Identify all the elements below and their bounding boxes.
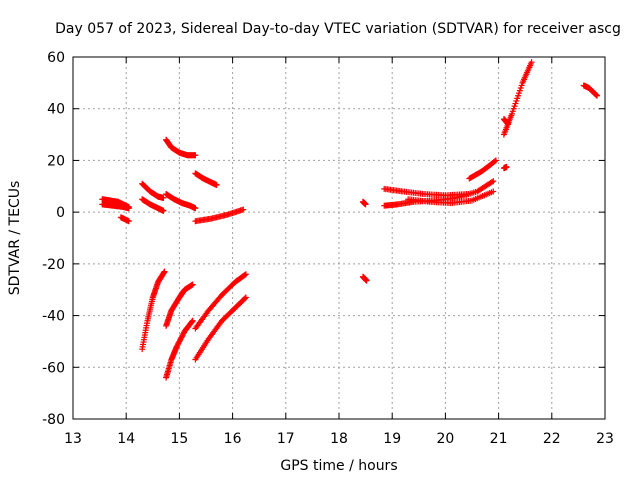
y-tick-label: 20 xyxy=(47,153,65,169)
data-point xyxy=(594,92,601,99)
data-series-segment xyxy=(139,180,167,201)
data-point xyxy=(488,178,495,185)
data-series-segment xyxy=(359,198,369,208)
data-series-segment xyxy=(163,136,199,159)
data-series-segment xyxy=(192,271,249,332)
data-point xyxy=(160,194,167,201)
x-tick-label: 20 xyxy=(436,431,454,447)
axis-ticks xyxy=(72,56,606,420)
y-tick-label: 0 xyxy=(56,205,65,221)
data-point xyxy=(362,201,369,208)
data-series-segment xyxy=(163,281,196,329)
y-tick-labels: -80 -60 -40 -20 0 20 40 60 xyxy=(42,50,65,428)
x-tick-labels: 13 14 15 16 17 18 19 20 21 22 23 xyxy=(64,431,614,447)
y-tick-label: -20 xyxy=(42,257,65,273)
grid-lines xyxy=(73,57,605,419)
data-series-segment xyxy=(580,82,601,99)
y-tick-label: 40 xyxy=(47,102,65,118)
data-series-segment xyxy=(466,157,499,182)
x-tick-label: 22 xyxy=(543,431,561,447)
data-point xyxy=(593,92,600,99)
data-point xyxy=(505,121,512,128)
data-series-segment xyxy=(163,317,196,381)
data-series-segment xyxy=(500,116,512,128)
data-point xyxy=(490,188,497,195)
data-point xyxy=(492,157,499,164)
data-series-segment xyxy=(405,188,497,207)
data-point xyxy=(528,59,535,66)
x-tick-label: 15 xyxy=(170,431,188,447)
x-tick-label: 23 xyxy=(596,431,614,447)
data-point xyxy=(491,158,498,165)
data-series-segment xyxy=(192,170,220,188)
x-tick-label: 18 xyxy=(330,431,348,447)
data-point xyxy=(242,271,249,278)
data-point xyxy=(592,91,599,98)
data-series-segment xyxy=(139,196,167,214)
y-tick-label: -80 xyxy=(42,412,65,428)
data-point xyxy=(363,277,370,284)
data-point xyxy=(192,152,199,159)
data-point xyxy=(189,317,196,324)
y-tick-label: 60 xyxy=(47,50,65,66)
y-tick-label: -40 xyxy=(42,309,65,325)
data-point xyxy=(240,206,247,213)
data-point xyxy=(125,218,132,225)
data-point xyxy=(192,205,199,212)
x-tick-label: 17 xyxy=(277,431,295,447)
data-series-segment xyxy=(163,191,199,212)
x-tick-label: 14 xyxy=(117,431,135,447)
data-point xyxy=(189,281,196,288)
x-tick-label: 13 xyxy=(64,431,82,447)
data-series-segment xyxy=(500,59,535,138)
x-tick-label: 16 xyxy=(224,431,242,447)
data-point xyxy=(213,181,220,188)
data-point xyxy=(242,294,249,301)
data-series-segment xyxy=(139,268,168,353)
data-point xyxy=(503,163,510,170)
data-series-segment xyxy=(500,163,510,172)
data-point xyxy=(125,205,132,212)
data-point xyxy=(161,268,168,275)
data-series-segment xyxy=(117,214,132,225)
x-axis-label: GPS time / hours xyxy=(280,458,397,474)
data-series-segment xyxy=(192,294,249,363)
data-point xyxy=(242,295,249,302)
x-tick-label: 21 xyxy=(490,431,508,447)
data-series-segment xyxy=(192,206,247,225)
data-point xyxy=(242,271,249,278)
chart-title: Day 057 of 2023, Sidereal Day-to-day VTE… xyxy=(55,21,621,37)
x-tick-label: 19 xyxy=(383,431,401,447)
data-series-segment xyxy=(359,273,370,284)
y-axis-label: SDTVAR / TECUs xyxy=(7,181,23,296)
data-series-segment xyxy=(99,201,132,212)
data-point xyxy=(160,207,167,214)
data-point xyxy=(490,178,497,185)
y-tick-label: -60 xyxy=(42,360,65,376)
data-point xyxy=(189,318,196,325)
data-marks xyxy=(99,59,601,381)
